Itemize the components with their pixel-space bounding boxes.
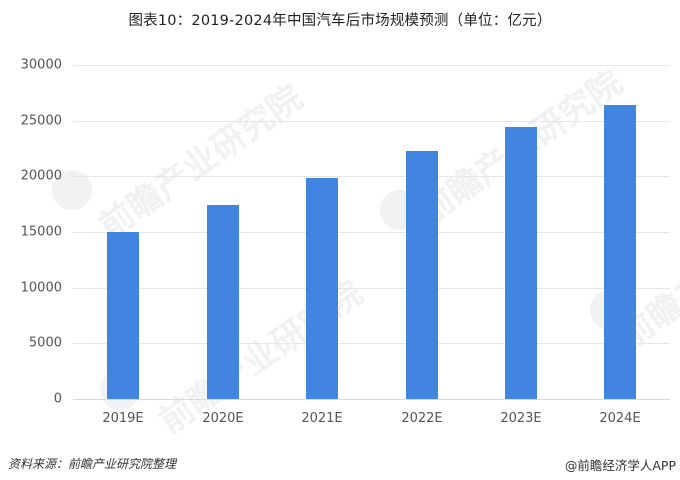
y-tick: 0 (53, 391, 62, 407)
y-tick: 5000 (28, 335, 62, 351)
bar-2024E (604, 105, 636, 399)
y-tick: 25000 (20, 113, 62, 129)
bar-2020E (207, 204, 239, 399)
x-axis-line (73, 399, 670, 400)
x-tick: 2019E (102, 411, 144, 426)
bar-2022E (406, 151, 438, 399)
gridline (73, 65, 670, 66)
watermark: 前瞻产业研究院 (92, 77, 310, 248)
gridline (73, 343, 670, 344)
gridline (73, 288, 670, 289)
y-tick: 10000 (20, 280, 62, 296)
x-tick: 2023E (500, 411, 542, 426)
y-tick: 15000 (20, 224, 62, 240)
bar-2019E (107, 232, 139, 399)
bar-2021E (306, 178, 338, 399)
gridline (73, 176, 670, 177)
x-tick: 2021E (301, 411, 343, 426)
x-tick: 2022E (401, 411, 443, 426)
source-note: 资料来源：前瞻产业研究院整理 (8, 457, 177, 471)
credit-text: @前瞻经济学人APP (564, 458, 676, 473)
chart-title: 图表10：2019-2024年中国汽车后市场规模预测（单位：亿元） (128, 13, 552, 29)
gridline (73, 121, 670, 122)
bar-chart: 前瞻产业研究院 前瞻产业研究院 前瞻产业研究院 前瞻产业研究院 30000 25… (20, 57, 680, 443)
x-tick: 2020E (202, 411, 244, 426)
x-tick: 2024E (599, 411, 641, 426)
y-tick: 30000 (20, 57, 62, 73)
gridline (73, 232, 670, 233)
y-tick: 20000 (20, 168, 62, 184)
bar-2023E (505, 126, 537, 399)
